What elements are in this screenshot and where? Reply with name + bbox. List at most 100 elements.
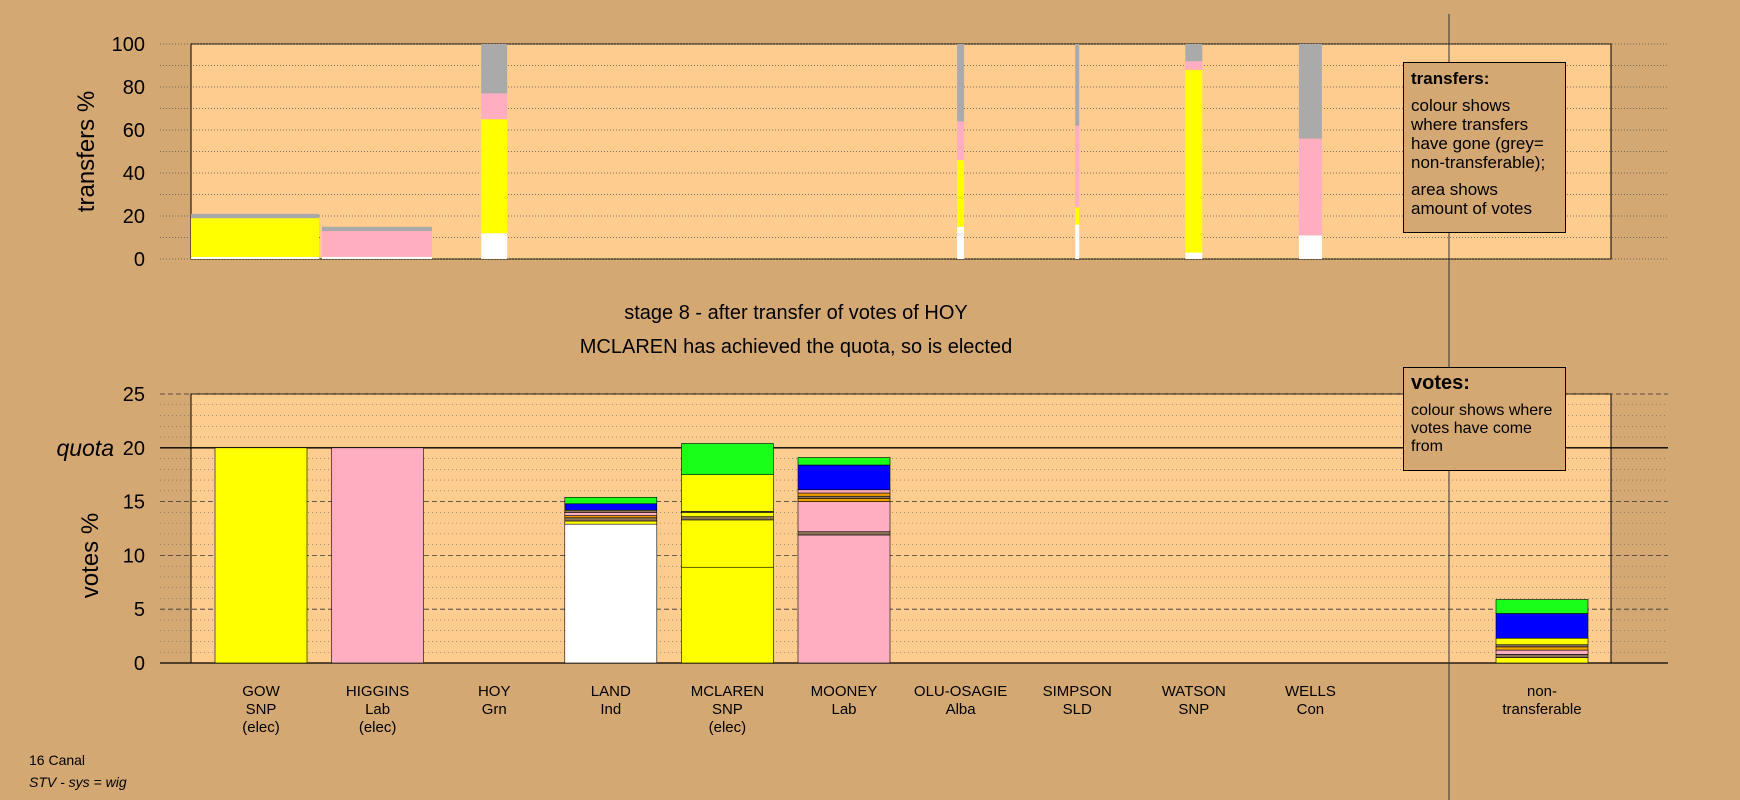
- candidate-name-label: SIMPSON: [1043, 683, 1112, 700]
- votes-bar-mclaren-segment: [681, 474, 774, 512]
- transfer-bar-hoy-segment: [481, 119, 508, 234]
- candidate-party-label: Alba: [946, 701, 977, 718]
- transfer-bar-gow-segment: [191, 256, 319, 259]
- candidate-party-label: SNP: [712, 701, 743, 718]
- votes-bar-higgins-segment: [331, 447, 424, 664]
- transfer-bar-wells-segment: [1298, 235, 1322, 259]
- candidate-name-label: MOONEY: [811, 683, 878, 700]
- transfer-bar-olu-osagie-segment: [957, 160, 965, 227]
- transfer-bar-wells-segment: [1298, 138, 1322, 236]
- system-label: STV - sys = wig: [29, 774, 127, 790]
- votes-bar-mooney-segment: [797, 498, 891, 502]
- votes-plot-area: [190, 393, 1612, 664]
- nontransferable-label: transferable: [1502, 701, 1581, 718]
- transfers-ytick-label: 40: [123, 163, 145, 185]
- votes-ytick-label: 15: [123, 492, 145, 514]
- candidate-name-label: HIGGINS: [346, 683, 409, 700]
- votes-bar-nontransferable-segment: [1495, 654, 1589, 658]
- votes-axis-label: votes %: [77, 513, 104, 598]
- votes-bar-land-segment: [564, 509, 658, 513]
- transfers-legend-area-text: area shows amount of votes: [1411, 180, 1532, 218]
- votes-bar-land-segment: [564, 520, 658, 525]
- candidate-name-label: WATSON: [1162, 683, 1226, 700]
- votes-bar-nontransferable-segment: [1495, 613, 1589, 639]
- transfers-legend-colour-text: colour shows where transfers have gone (…: [1411, 96, 1546, 172]
- transfer-bar-olu-osagie-segment: [957, 44, 965, 122]
- votes-bar-mclaren-segment: [681, 443, 774, 476]
- votes-ytick-label: 5: [134, 599, 145, 621]
- candidate-status-label: (elec): [242, 719, 280, 736]
- votes-bar-land-segment: [564, 515, 658, 519]
- votes-ytick-label: 25: [123, 384, 145, 406]
- transfer-bar-wells-segment: [1298, 44, 1322, 139]
- votes-bar-land-segment: [564, 503, 658, 511]
- votes-bar-mooney-segment: [797, 464, 891, 491]
- transfer-bar-olu-osagie-segment: [957, 121, 965, 161]
- transfers-legend-title: transfers:: [1411, 69, 1490, 88]
- votes-bar-mclaren-segment: [681, 566, 774, 664]
- votes-bar-nontransferable-segment: [1495, 646, 1589, 651]
- votes-bar-land-segment: [564, 517, 658, 522]
- candidate-name-label: GOW: [242, 683, 280, 700]
- votes-bar-mclaren-segment: [681, 512, 774, 517]
- votes-bar-mooney-segment: [797, 457, 891, 466]
- candidate-party-label: SNP: [246, 701, 277, 718]
- ward-name: 16 Canal: [29, 752, 86, 768]
- votes-bar-mooney-segment: [797, 495, 891, 499]
- transfer-bar-simpson-segment: [1075, 207, 1080, 225]
- votes-legend-title: votes:: [1411, 372, 1470, 394]
- transfers-ytick-label: 0: [134, 249, 145, 271]
- transfer-bar-higgins-segment: [322, 231, 432, 257]
- transfers-ytick-label: 80: [123, 77, 145, 99]
- votes-ytick-label: 10: [123, 545, 145, 567]
- transfer-bar-gow-segment: [191, 218, 319, 257]
- votes-bar-mooney-segment: [797, 492, 891, 497]
- transfers-ytick-label: 100: [112, 34, 145, 56]
- transfer-bar-simpson-segment: [1075, 125, 1080, 208]
- votes-bar-nontransferable-segment: [1495, 644, 1589, 648]
- transfer-bar-higgins-segment: [322, 256, 432, 259]
- candidate-name-label: LAND: [591, 683, 631, 700]
- candidate-party-label: Lab: [831, 701, 856, 718]
- votes-bar-mooney-segment: [797, 531, 891, 536]
- candidate-status-label: (elec): [359, 719, 397, 736]
- candidate-party-label: Grn: [482, 701, 507, 718]
- nontransferable-label: non-: [1527, 683, 1557, 700]
- quota-label: quota: [56, 435, 114, 461]
- transfer-bar-watson-segment: [1185, 61, 1203, 70]
- transfer-bar-hoy-segment: [481, 44, 508, 94]
- stage-title: stage 8 - after transfer of votes of HOY: [624, 302, 968, 324]
- transfer-bar-higgins-segment: [322, 226, 432, 232]
- candidate-name-label: OLU-OSAGIE: [914, 683, 1007, 700]
- votes-legend: votes: colour shows where votes have com…: [1403, 367, 1566, 471]
- votes-bar-nontransferable-segment: [1495, 637, 1589, 646]
- votes-bar-mooney-segment: [797, 489, 891, 494]
- transfers-ytick-label: 60: [123, 120, 145, 142]
- votes-bar-nontransferable-segment: [1495, 599, 1589, 614]
- votes-bar-mooney-segment: [797, 534, 891, 664]
- votes-bar-land-segment: [564, 512, 658, 516]
- votes-bar-nontransferable-segment: [1495, 657, 1589, 664]
- transfer-bar-watson-segment: [1185, 44, 1203, 62]
- votes-bar-land-segment: [564, 496, 658, 505]
- transfer-bar-olu-osagie-segment: [957, 226, 965, 259]
- transfer-bar-hoy-segment: [481, 93, 508, 120]
- transfers-legend: transfers: colour shows where transfers …: [1403, 62, 1566, 233]
- candidate-party-label: Lab: [365, 701, 390, 718]
- candidate-party-label: SNP: [1178, 701, 1209, 718]
- transfers-axis-label: transfers %: [73, 91, 100, 212]
- votes-bar-nontransferable-segment: [1495, 649, 1589, 655]
- transfer-bar-simpson-segment: [1075, 224, 1080, 259]
- candidate-status-label: (elec): [709, 719, 747, 736]
- candidate-name-label: HOY: [478, 683, 511, 700]
- transfer-bar-watson-segment: [1185, 69, 1203, 253]
- candidate-party-label: Ind: [600, 701, 621, 718]
- votes-bar-mooney-segment: [797, 501, 891, 533]
- votes-legend-text: colour shows where votes have come from: [1411, 402, 1553, 455]
- stage-subtitle: MCLAREN has achieved the quota, so is el…: [580, 336, 1012, 358]
- votes-ytick-label: 20: [123, 438, 145, 460]
- transfer-bar-hoy-segment: [481, 233, 508, 259]
- candidate-party-label: SLD: [1063, 701, 1092, 718]
- votes-bar-mclaren-segment: [681, 519, 774, 568]
